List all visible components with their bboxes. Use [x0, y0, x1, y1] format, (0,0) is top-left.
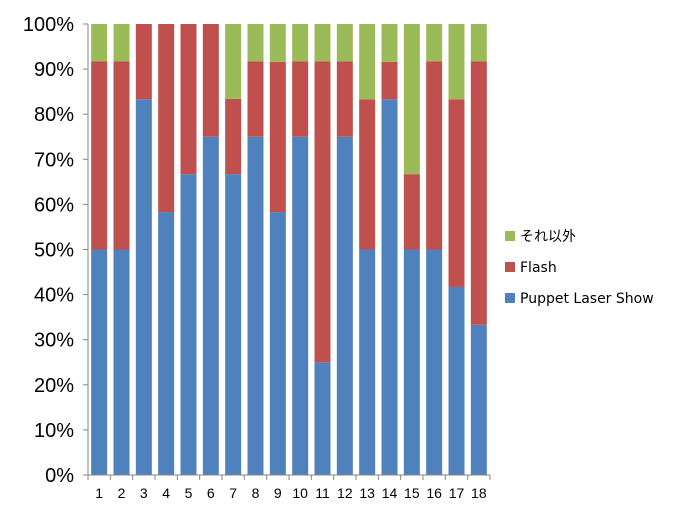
legend-swatch — [505, 231, 515, 241]
legend-label: Puppet Laser Show — [520, 291, 654, 307]
y-tick-label: 0% — [45, 465, 74, 487]
x-tick-label: 11 — [315, 485, 330, 501]
x-tick-label: 17 — [449, 485, 465, 501]
legend-label: それ以外 — [520, 229, 576, 245]
x-tick-label: 8 — [252, 485, 260, 501]
bar-segment-2-cat-14 — [381, 61, 398, 100]
x-tick-label: 10 — [292, 485, 308, 501]
x-tick-label: 6 — [207, 485, 215, 501]
bar-segment-2-cat-3 — [135, 24, 152, 100]
bar-segment-3-cat-7 — [225, 24, 242, 99]
bar-segment-1-cat-3 — [135, 99, 152, 475]
bar-segment-2-cat-17 — [448, 99, 465, 287]
bar-segment-3-cat-1 — [91, 24, 108, 62]
bar-segment-1-cat-12 — [336, 136, 353, 475]
bar-segment-2-cat-11 — [314, 61, 331, 363]
x-tick-label: 12 — [337, 485, 353, 501]
legend-swatch — [505, 293, 515, 303]
bar-segment-2-cat-1 — [91, 61, 108, 250]
x-tick-label: 16 — [426, 485, 442, 501]
x-tick-label: 15 — [404, 485, 420, 501]
bar-segment-2-cat-15 — [403, 174, 420, 250]
y-tick-label: 30% — [34, 330, 74, 352]
bar-segment-1-cat-6 — [202, 136, 219, 475]
bar-segment-3-cat-16 — [426, 24, 443, 62]
x-tick-label: 9 — [274, 485, 282, 501]
y-tick-labels: 0% 10% 20% 30% 40% 50% 60% 70% 80% 90% 100% — [23, 14, 74, 487]
bar-segment-3-cat-2 — [113, 24, 130, 62]
x-tick-label: 13 — [359, 485, 375, 501]
bar-segment-3-cat-12 — [336, 24, 353, 62]
bar-segment-2-cat-6 — [202, 24, 219, 137]
bar-segment-3-cat-14 — [381, 24, 398, 62]
bar-segment-1-cat-2 — [113, 249, 130, 475]
bar-segment-3-cat-9 — [269, 24, 286, 62]
bar-segment-1-cat-15 — [403, 249, 420, 475]
bars-group — [91, 24, 487, 475]
bar-segment-2-cat-5 — [180, 24, 197, 175]
bar-segment-2-cat-7 — [225, 98, 242, 175]
bar-segment-3-cat-17 — [448, 24, 465, 100]
bar-segment-1-cat-4 — [158, 212, 175, 475]
bar-segment-1-cat-17 — [448, 286, 465, 475]
bar-segment-2-cat-12 — [336, 61, 353, 137]
bar-segment-1-cat-16 — [426, 249, 443, 475]
bar-segment-3-cat-11 — [314, 24, 331, 62]
bar-segment-1-cat-14 — [381, 99, 398, 475]
x-tick-label: 2 — [118, 485, 126, 501]
y-tick-label: 10% — [34, 420, 74, 442]
bar-segment-1-cat-18 — [470, 324, 487, 475]
bar-segment-1-cat-1 — [91, 249, 108, 475]
legend: それ以外 Flash Puppet Laser Show — [505, 229, 654, 307]
bar-segment-1-cat-7 — [225, 174, 242, 475]
y-tick-label: 70% — [34, 149, 74, 171]
bar-segment-1-cat-10 — [292, 136, 309, 475]
y-tick-label: 90% — [34, 59, 74, 81]
bar-segment-3-cat-10 — [292, 24, 309, 62]
bar-segment-3-cat-13 — [359, 24, 376, 100]
y-tick-label: 60% — [34, 194, 74, 216]
bar-segment-2-cat-13 — [359, 99, 376, 250]
y-tick-label: 50% — [34, 240, 74, 262]
x-tick-label: 4 — [162, 485, 170, 501]
bar-segment-1-cat-5 — [180, 174, 197, 475]
bar-segment-2-cat-4 — [158, 24, 175, 213]
x-tick-labels: 1 2 3 4 5 6 7 8 9 10 11 12 13 14 15 16 17 18 — [95, 485, 487, 501]
y-tick-label: 40% — [34, 285, 74, 307]
bar-segment-1-cat-13 — [359, 249, 376, 475]
bar-segment-2-cat-8 — [247, 61, 264, 137]
bar-segment-2-cat-18 — [470, 61, 487, 325]
x-tick-label: 7 — [229, 485, 237, 501]
legend-label: Flash — [520, 260, 557, 276]
y-tick-label: 20% — [34, 375, 74, 397]
y-tick-label: 100% — [23, 14, 74, 36]
x-tick-label: 1 — [95, 485, 103, 501]
x-tick-label: 5 — [185, 485, 193, 501]
bar-segment-1-cat-9 — [269, 212, 286, 475]
bar-segment-3-cat-18 — [470, 24, 487, 62]
bar-segment-1-cat-11 — [314, 362, 331, 475]
bar-segment-3-cat-8 — [247, 24, 264, 62]
bar-segment-2-cat-9 — [269, 61, 286, 213]
axes-group — [83, 23, 491, 480]
x-tick-label: 18 — [471, 485, 487, 501]
y-tick-label: 80% — [34, 104, 74, 126]
x-tick-label: 3 — [140, 485, 148, 501]
bar-segment-3-cat-15 — [403, 24, 420, 175]
bar-segment-2-cat-10 — [292, 61, 309, 137]
legend-swatch — [505, 262, 515, 272]
bar-segment-2-cat-16 — [426, 61, 443, 250]
x-tick-label: 14 — [382, 485, 398, 501]
bar-segment-2-cat-2 — [113, 61, 130, 250]
bar-segment-1-cat-8 — [247, 136, 264, 475]
